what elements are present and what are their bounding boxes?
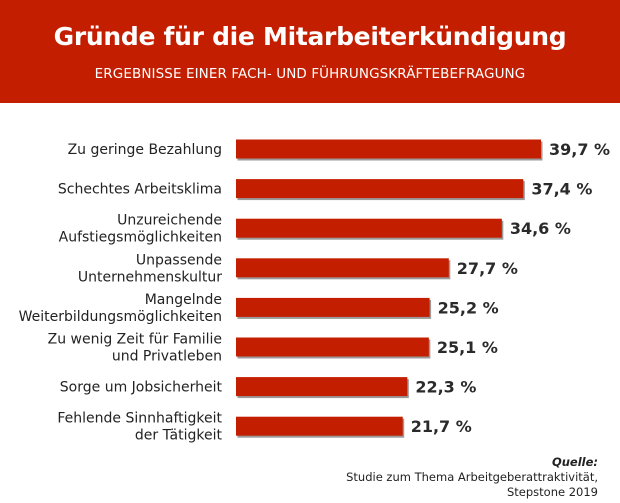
- value-label-5: 25,2 %: [438, 298, 499, 317]
- bar-5: [236, 297, 430, 317]
- bar-6: [236, 337, 429, 357]
- category-label-2: Schechtes Arbeitsklima: [58, 182, 222, 198]
- header-banner: Gründe für die Mitarbeiterkündigung ERGE…: [0, 0, 620, 103]
- value-label-6: 25,1 %: [437, 338, 498, 357]
- bar-3: [236, 218, 502, 238]
- source-line-2: Stepstone 2019: [506, 485, 598, 499]
- value-label-7: 22,3 %: [415, 378, 476, 397]
- source-note: Quelle: Studie zum Thema Arbeitgeberattr…: [346, 455, 598, 500]
- bar-4: [236, 258, 449, 278]
- source-line-1: Studie zum Thema Arbeitgeberattraktivitä…: [346, 470, 598, 484]
- chart-subtitle: ERGEBNISSE EINER FACH- UND FÜHRUNGSKRÄFT…: [94, 66, 526, 82]
- value-label-4: 27,7 %: [457, 259, 518, 278]
- bar-8: [236, 416, 403, 436]
- bar-1: [236, 139, 541, 159]
- value-label-2: 37,4 %: [531, 180, 592, 199]
- bar-7: [236, 377, 408, 397]
- category-label-7: Sorge um Jobsicherheit: [60, 380, 223, 396]
- value-label-8: 21,7 %: [411, 417, 472, 436]
- category-label-5: Mangelnde Weiterbildungsmöglichkeiten: [19, 292, 222, 325]
- source-label: Quelle:: [551, 455, 598, 469]
- chart-title: Gründe für die Mitarbeiterkündigung: [53, 22, 567, 51]
- value-label-1: 39,7 %: [549, 140, 610, 159]
- bar-2: [236, 179, 524, 199]
- value-label-3: 34,6 %: [510, 219, 571, 238]
- category-label-6: Zu wenig Zeit für Familie und Privatleben: [48, 332, 222, 365]
- category-label-3: Unzureichende Aufstiegsmöglichkeiten: [59, 213, 222, 246]
- category-label-4: Unpassende Unternehmenskultur: [78, 252, 222, 285]
- category-label-1: Zu geringe Bezahlung: [68, 142, 222, 158]
- category-label-8: Fehlende Sinnhaftigkeit der Tätigkeit: [57, 411, 222, 444]
